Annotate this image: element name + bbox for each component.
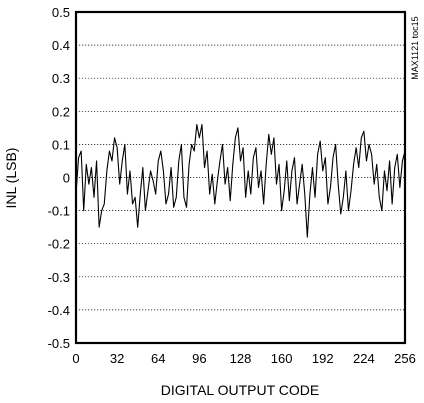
x-tick-label: 224 — [353, 351, 375, 366]
y-tick-label: -0.5 — [48, 336, 70, 351]
y-tick-label: -0.3 — [48, 270, 70, 285]
grid-lines — [76, 44, 405, 311]
y-tick-label: -0.4 — [48, 303, 70, 318]
y-tick-label: -0.2 — [48, 237, 70, 252]
x-tick-label: 192 — [312, 351, 334, 366]
y-tick-label: -0.1 — [48, 204, 70, 219]
x-tick-label: 256 — [394, 351, 416, 366]
x-tick-label: 160 — [271, 351, 293, 366]
x-axis-label: DIGITAL OUTPUT CODE — [161, 382, 319, 398]
x-tick-label: 128 — [230, 351, 252, 366]
x-tick-label: 96 — [192, 351, 206, 366]
x-tick-label: 64 — [151, 351, 165, 366]
figure-annotation: MAX1121 toc15 — [410, 16, 420, 79]
y-tick-label: 0.2 — [52, 104, 70, 119]
x-tick-label: 32 — [110, 351, 124, 366]
y-axis-ticks: 0.5 0.4 0.3 0.2 0.1 0 -0.1 -0.2 -0.3 -0.4 -0.5 — [48, 5, 70, 351]
y-tick-label: 0 — [63, 171, 70, 186]
plot-frame — [74, 10, 407, 345]
y-tick-label: 0.4 — [52, 38, 70, 53]
y-tick-label: 0.5 — [52, 5, 70, 20]
y-tick-label: 0.3 — [52, 71, 70, 86]
x-tick-label: 0 — [72, 351, 79, 366]
x-axis-ticks: 0 32 64 96 128 160 192 224 256 — [72, 351, 415, 366]
y-axis-label: INL (LSB) — [3, 148, 19, 209]
y-tick-label: 0.1 — [52, 137, 70, 152]
inl-series-line — [75, 123, 406, 238]
